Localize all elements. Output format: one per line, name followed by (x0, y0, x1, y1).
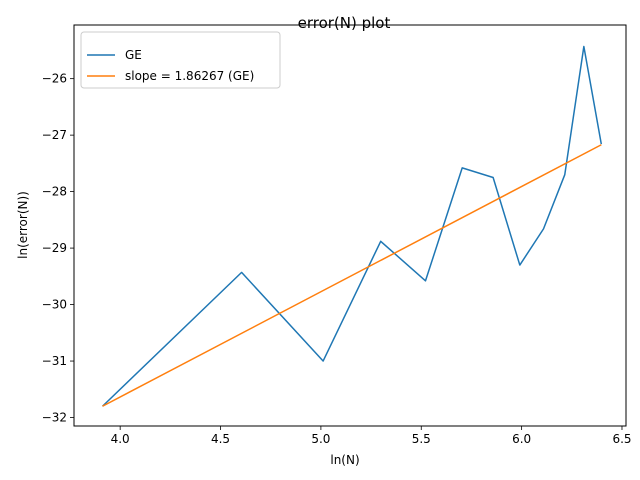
legend-entry-1: slope = 1.86267 (GE) (125, 69, 254, 83)
y-tick-label: −28 (42, 185, 67, 199)
x-axis-label: ln(N) (330, 453, 359, 467)
series-line-0 (101, 45, 603, 407)
plot-frame (73, 24, 627, 427)
y-axis-label: ln(error(N)) (16, 191, 30, 259)
series-layer (101, 45, 603, 407)
x-tick-label: 5.0 (311, 432, 330, 446)
legend-entry-0: GE (125, 48, 142, 62)
y-axis: −32 −31 −30 −29 −28 −27 −26 (42, 72, 74, 425)
x-tick-label: 5.5 (412, 432, 431, 446)
x-tick-label: 6.0 (512, 432, 531, 446)
y-tick-label: −27 (42, 128, 67, 142)
chart-title: error(N) plot (298, 14, 391, 32)
x-tick-label: 4.0 (111, 432, 130, 446)
y-tick-label: −32 (42, 411, 67, 425)
x-tick-label: 6.5 (612, 432, 631, 446)
y-tick-label: −31 (42, 354, 67, 368)
x-tick-label: 4.5 (211, 432, 230, 446)
legend: GE slope = 1.86267 (GE) (80, 31, 281, 89)
x-axis: 4.0 4.5 5.0 5.5 6.0 6.5 (111, 426, 632, 446)
legend-box (80, 31, 281, 89)
y-tick-label: −29 (42, 241, 67, 255)
series-line-1 (102, 144, 602, 407)
y-tick-label: −26 (42, 72, 67, 86)
y-tick-label: −30 (42, 298, 67, 312)
